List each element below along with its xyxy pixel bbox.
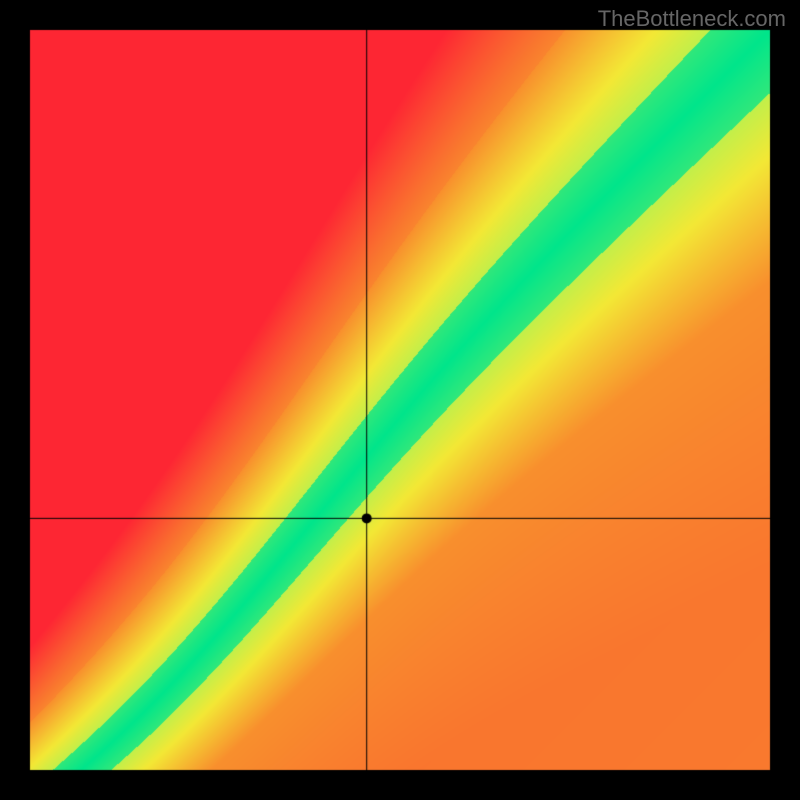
watermark-text: TheBottleneck.com (598, 6, 786, 32)
chart-container: TheBottleneck.com (0, 0, 800, 800)
heatmap-canvas (0, 0, 800, 800)
